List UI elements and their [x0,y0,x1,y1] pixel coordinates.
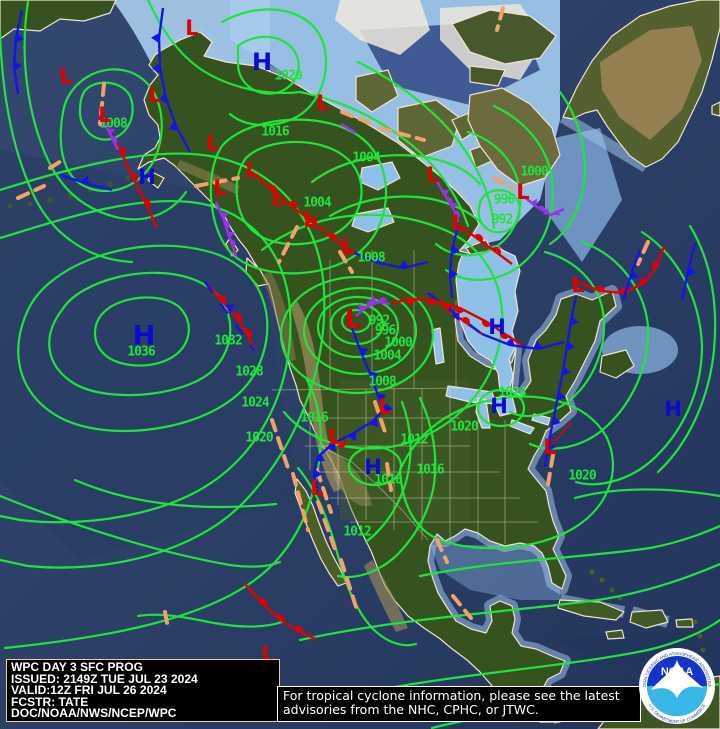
weather-fronts [12,7,697,641]
noaa-logo: NOAA NATIONAL OCEANIC AND ATMOSPHERIC AD… [639,648,715,724]
valid-line: VALID:12Z FRI JUL 26 2024 [11,684,167,698]
forecaster-line: FCSTR: TATE [11,695,89,709]
tropical-note-line1: For tropical cyclone information, please… [283,688,620,703]
issued-line: ISSUED: 2149Z TUE JUL 23 2024 [11,672,198,686]
tropical-note-line2: advisories from the NHC, CPHC, or JTWC. [283,702,539,717]
agency-line: DOC/NOAA/NWS/NCEP/WPC [11,707,177,721]
tropical-advisory-note: For tropical cyclone information, please… [277,686,641,722]
noaa-seabird-icon [651,660,703,698]
trough-lines [16,6,650,630]
product-info-box: WPC DAY 3 SFC PROG ISSUED: 2149Z TUE JUL… [6,659,280,722]
noaa-wordmark: NOAA [661,666,693,678]
product-title: WPC DAY 3 SFC PROG [11,661,143,674]
